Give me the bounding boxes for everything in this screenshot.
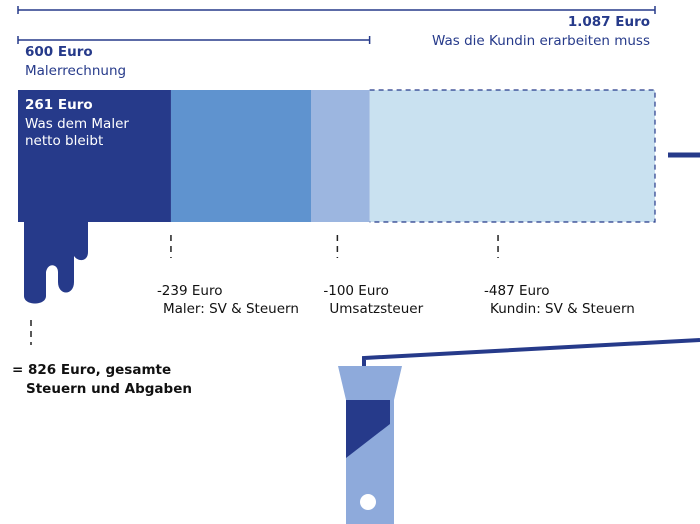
step-label: -239 Euro <box>156 283 223 299</box>
bar-segment <box>170 90 312 222</box>
annotation: Steuern und Abgaben <box>26 381 192 397</box>
bar-segment <box>18 90 171 222</box>
brush-hole <box>360 494 376 510</box>
remainder-label: 261 Euro <box>25 97 93 113</box>
subtotal-label: 600 Euro <box>25 44 93 60</box>
step-label: -100 Euro <box>323 283 389 299</box>
paint-drip <box>18 222 88 304</box>
subtotal-bracket <box>17 36 371 44</box>
total-bracket <box>17 6 656 14</box>
subtotal-name: Malerrechnung <box>25 63 127 79</box>
brush-band <box>346 400 390 458</box>
total-name: Was die Kundin erarbeiten muss <box>432 33 650 49</box>
step-label: -487 Euro <box>484 283 550 299</box>
bar-segment <box>311 90 370 222</box>
total-label: 1.087 Euro <box>567 14 650 30</box>
step-name: Maler: SV & Steuern <box>162 301 299 317</box>
segment-outline <box>369 89 656 223</box>
step-name: Kundin: SV & Steuern <box>490 301 635 317</box>
roller-arm <box>362 338 700 366</box>
annotation: = 826 Euro, gesamte <box>12 362 172 378</box>
remainder-name: Was dem Maler netto bleibt <box>25 116 129 149</box>
step-name: Umsatzsteuer <box>329 301 424 317</box>
bar-segment <box>369 90 655 222</box>
